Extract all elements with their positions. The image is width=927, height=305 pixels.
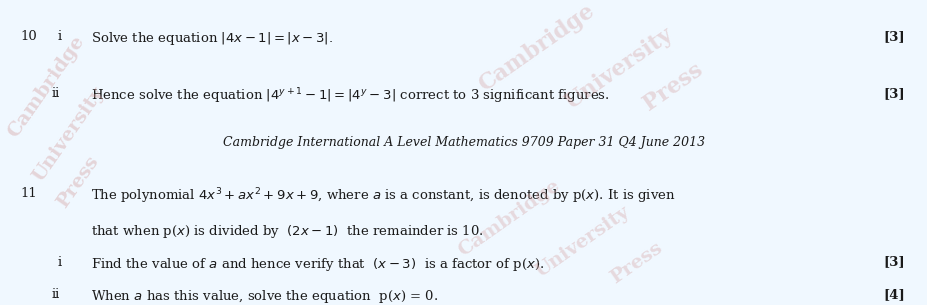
Text: Cambridge: Cambridge [474, 0, 598, 96]
Text: University: University [560, 23, 676, 114]
Text: Solve the equation $|4x-1|=|x-3|.$: Solve the equation $|4x-1|=|x-3|.$ [91, 30, 333, 47]
Text: [3]: [3] [883, 30, 904, 43]
Text: Cambridge: Cambridge [455, 177, 563, 260]
Text: Hence solve the equation $|4^{y+1}-1|=|4^{y}-3|$ correct to 3 significant figure: Hence solve the equation $|4^{y+1}-1|=|4… [91, 87, 609, 106]
Text: Cambridge: Cambridge [4, 32, 87, 141]
Text: When $a$ has this value, solve the equation  p($x$) = 0.: When $a$ has this value, solve the equat… [91, 289, 438, 305]
Text: i: i [57, 30, 61, 43]
Text: Press: Press [639, 59, 706, 115]
Text: The polynomial $4x^3 + ax^2 + 9x + 9$, where $a$ is a constant, is denoted by p(: The polynomial $4x^3 + ax^2 + 9x + 9$, w… [91, 187, 675, 206]
Text: that when p($x$) is divided by  $(2x-1)$  the remainder is 10.: that when p($x$) is divided by $(2x-1)$ … [91, 223, 483, 240]
Text: Press: Press [53, 153, 102, 212]
Text: Cambridge International A Level Mathematics 9709 Paper 31 Q4 June 2013: Cambridge International A Level Mathemat… [222, 136, 705, 149]
Text: ii: ii [51, 289, 59, 302]
Text: University: University [29, 84, 108, 185]
Text: ii: ii [51, 87, 59, 100]
Text: University: University [531, 203, 632, 281]
Text: [4]: [4] [883, 289, 904, 302]
Text: 11: 11 [20, 187, 37, 200]
Text: [3]: [3] [883, 256, 904, 269]
Text: 10: 10 [20, 30, 37, 43]
Text: Find the value of $a$ and hence verify that  $(x-3)$  is a factor of p($x$).: Find the value of $a$ and hence verify t… [91, 256, 544, 273]
Text: Press: Press [607, 239, 666, 287]
Text: i: i [57, 256, 61, 269]
Text: [3]: [3] [883, 87, 904, 100]
